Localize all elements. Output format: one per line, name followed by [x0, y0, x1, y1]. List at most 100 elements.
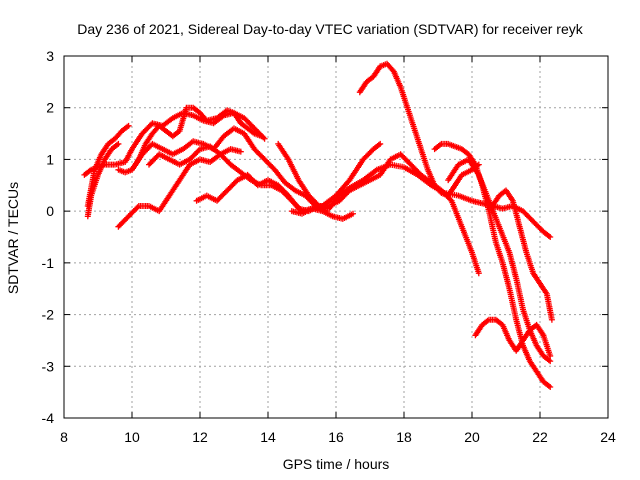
data-point-marker [526, 358, 539, 373]
data-point-marker [506, 249, 519, 280]
data-point-marker [169, 110, 185, 122]
y-tick-label: -2 [42, 307, 55, 323]
data-point-marker [458, 167, 474, 178]
data-point-marker [547, 352, 554, 359]
data-point-marker [139, 121, 155, 137]
data-point-marker [533, 321, 546, 337]
data-point-marker [118, 123, 131, 134]
data-point-marker [169, 146, 185, 158]
data-point-marker [458, 223, 475, 254]
x-tick-label: 22 [532, 429, 548, 445]
data-point-marker [84, 194, 94, 220]
data-point-marker [166, 178, 182, 199]
data-point-marker [458, 146, 471, 157]
data-point-marker [180, 139, 195, 153]
data-point-marker [363, 74, 375, 85]
data-point-marker [455, 157, 470, 168]
data-point-marker [513, 275, 526, 311]
data-point-marker [520, 208, 535, 224]
y-tick-label: 2 [46, 100, 54, 116]
data-point-marker [520, 328, 532, 344]
data-point-marker [125, 122, 132, 129]
data-point-marker [346, 158, 366, 184]
data-point-marker [390, 68, 403, 89]
data-point-marker [360, 147, 376, 163]
data-point-marker [292, 187, 307, 198]
y-tick-label: -3 [42, 358, 55, 374]
data-point-marker [492, 316, 505, 327]
data-point-marker [108, 141, 120, 153]
data-point-marker [231, 109, 243, 125]
x-axis-label: GPS time / hours [283, 456, 390, 472]
data-point-marker [445, 183, 457, 199]
data-point-marker [367, 172, 382, 184]
data-point-marker [540, 352, 552, 364]
data-point-marker [520, 342, 532, 363]
data-point-marker [101, 147, 114, 163]
data-point-marker [125, 204, 141, 220]
y-axis-label: SDTVAR / TECUs [5, 182, 21, 294]
data-point-marker [254, 178, 270, 189]
data-point-marker [285, 156, 301, 182]
data-point-marker [244, 125, 256, 136]
data-point-marker [339, 211, 355, 222]
data-point-marker [237, 148, 244, 155]
data-point-marker [520, 306, 533, 332]
data-point-marker [533, 342, 546, 358]
data-point-marker [475, 171, 492, 202]
data-point-marker [547, 234, 554, 240]
data-point-marker [377, 140, 384, 147]
x-tick-label: 8 [60, 429, 68, 445]
data-point-marker [377, 158, 393, 178]
data-point-marker [499, 321, 512, 342]
data-point-marker [129, 132, 145, 153]
data-point-marker [241, 130, 257, 151]
data-point-marker [176, 163, 192, 184]
data-point-marker [251, 146, 267, 162]
data-point-marker [472, 323, 485, 339]
data-point-marker [455, 192, 474, 204]
data-point-marker [509, 197, 523, 228]
data-point-marker [465, 151, 478, 167]
satellite-track-15 [489, 187, 555, 323]
data-point-marker [166, 156, 181, 167]
data-point-marker [503, 187, 515, 203]
x-tick-label: 10 [124, 429, 140, 445]
data-point-marker [350, 210, 356, 217]
data-point-marker [275, 140, 291, 161]
data-point-marker [360, 167, 379, 184]
data-point-marker [115, 140, 122, 147]
data-point-marker [227, 161, 243, 175]
data-point-marker [411, 125, 424, 151]
data-point-marker [156, 122, 168, 133]
data-point-marker [224, 178, 240, 194]
data-point-marker [214, 108, 229, 122]
data-point-marker [547, 358, 554, 365]
data-point-marker [452, 143, 464, 152]
data-point-marker [452, 173, 464, 189]
data-point-marker [397, 84, 410, 109]
data-point-marker [540, 228, 552, 239]
data-point-marker [346, 183, 362, 194]
data-point-marker [299, 206, 314, 217]
data-point-marker [540, 378, 552, 389]
data-point-marker [496, 223, 512, 254]
data-point-marker [84, 168, 98, 209]
data-point-marker [489, 194, 502, 209]
data-point-marker [251, 130, 263, 139]
data-point-marker [176, 157, 192, 168]
data-point-marker [469, 249, 482, 275]
data-point-marker [285, 192, 301, 211]
x-tick-label: 14 [260, 429, 276, 445]
data-point-marker [98, 142, 111, 158]
data-point-marker [220, 126, 236, 140]
data-point-marker [146, 203, 161, 214]
plot-frame [63, 55, 609, 419]
data-point-marker [190, 104, 202, 115]
data-point-marker [540, 332, 553, 358]
data-point-marker [431, 182, 444, 195]
data-point-marker [370, 64, 383, 80]
data-point-marker [207, 152, 222, 165]
data-point-marker [159, 146, 175, 157]
data-point-marker [217, 146, 232, 158]
